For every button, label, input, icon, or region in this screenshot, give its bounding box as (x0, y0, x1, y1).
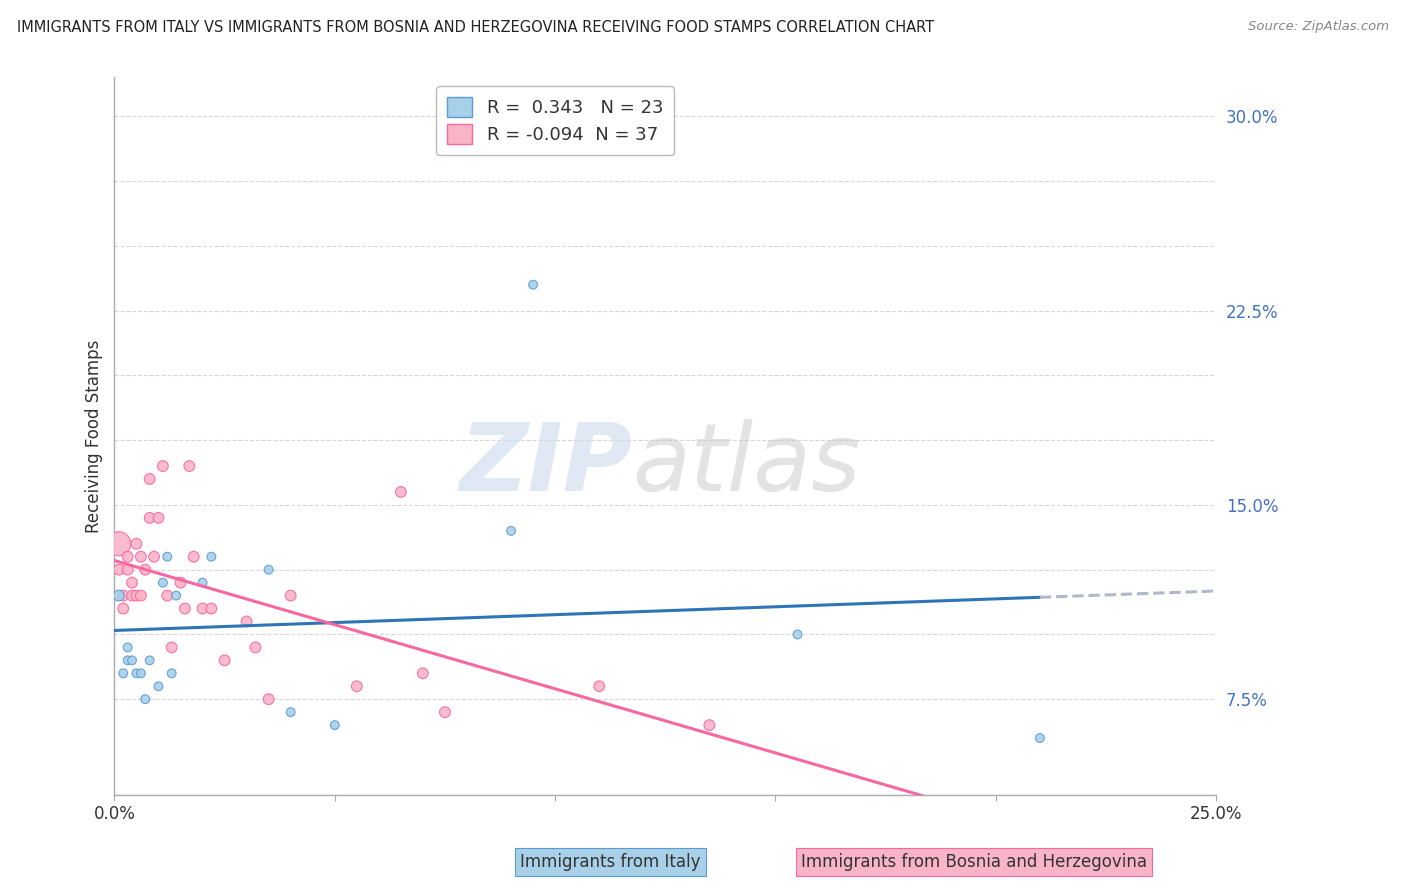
Point (588, 679, 610, 693)
Point (117, 653, 139, 667)
Text: ZIP: ZIP (460, 419, 633, 511)
Text: Source: ZipAtlas.com: Source: ZipAtlas.com (1249, 20, 1389, 33)
Point (179, 458, 201, 473)
Point (117, 640, 139, 655)
Point (499, 524, 522, 538)
Point (108, 563, 131, 577)
Point (121, 653, 143, 667)
Point (134, 692, 156, 706)
Point (112, 666, 135, 681)
Point (138, 653, 160, 667)
Point (346, 679, 368, 693)
Point (245, 640, 267, 655)
Point (699, 718, 721, 732)
Point (125, 666, 148, 681)
Point (786, 627, 808, 641)
Point (257, 692, 280, 706)
Point (125, 537, 148, 551)
Text: Immigrants from Bosnia and Herzegovina: Immigrants from Bosnia and Herzegovina (801, 853, 1147, 871)
Point (108, 589, 131, 603)
Point (323, 718, 346, 732)
Point (183, 549, 205, 564)
Point (138, 511, 160, 525)
Text: Immigrants from Italy: Immigrants from Italy (520, 853, 700, 871)
Point (433, 705, 456, 719)
Point (522, 277, 544, 292)
Point (148, 679, 170, 693)
Point (152, 458, 174, 473)
Point (117, 563, 139, 577)
Text: IMMIGRANTS FROM ITALY VS IMMIGRANTS FROM BOSNIA AND HERZEGOVINA RECEIVING FOOD S: IMMIGRANTS FROM ITALY VS IMMIGRANTS FROM… (17, 20, 934, 35)
Point (117, 549, 139, 564)
Point (112, 601, 135, 615)
Point (112, 589, 135, 603)
Point (389, 485, 412, 500)
Point (412, 666, 434, 681)
Point (191, 575, 214, 590)
Point (160, 640, 183, 655)
Point (200, 549, 222, 564)
Point (156, 549, 179, 564)
Point (129, 666, 152, 681)
Point (129, 549, 152, 564)
Point (138, 472, 160, 486)
Point (280, 589, 302, 603)
Point (191, 601, 214, 615)
Point (125, 589, 148, 603)
Point (143, 549, 166, 564)
Point (169, 575, 191, 590)
Point (152, 575, 174, 590)
Point (280, 705, 302, 719)
Point (214, 653, 236, 667)
Point (257, 563, 280, 577)
Point (121, 589, 143, 603)
Point (156, 589, 179, 603)
Point (165, 589, 187, 603)
Point (200, 601, 222, 615)
Point (160, 666, 183, 681)
Point (235, 615, 257, 629)
Text: atlas: atlas (633, 419, 860, 510)
Y-axis label: Receiving Food Stamps: Receiving Food Stamps (86, 340, 103, 533)
Legend: R =  0.343   N = 23, R = -0.094  N = 37: R = 0.343 N = 23, R = -0.094 N = 37 (436, 87, 673, 155)
Point (129, 589, 152, 603)
Point (174, 601, 197, 615)
Point (108, 537, 131, 551)
Point (1029, 731, 1052, 745)
Point (134, 563, 156, 577)
Point (148, 511, 170, 525)
Point (121, 575, 143, 590)
